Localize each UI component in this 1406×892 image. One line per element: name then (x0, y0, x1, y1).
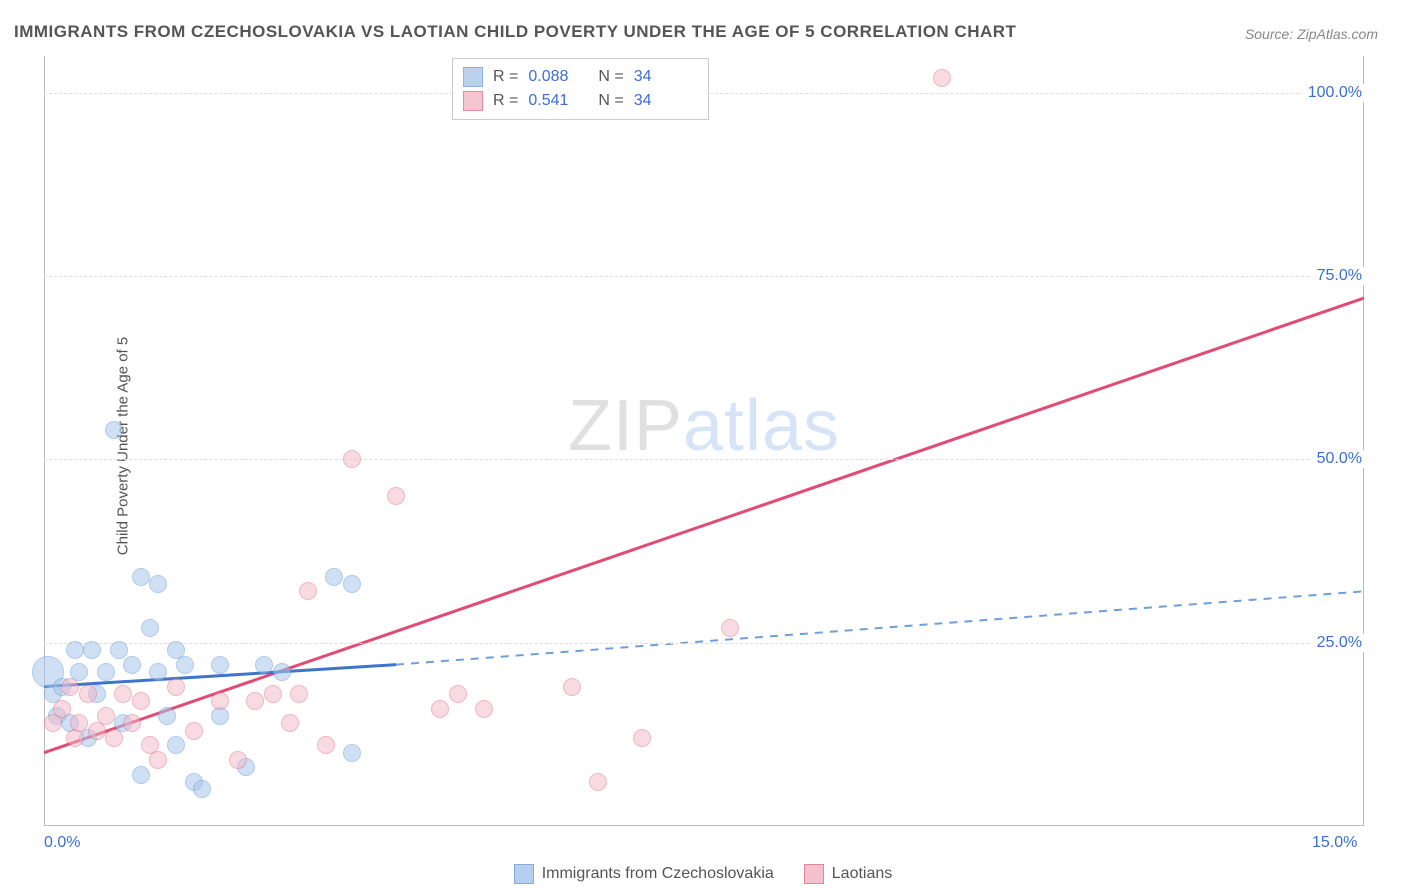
watermark-zip: ZIP (568, 386, 683, 466)
scatter-point (589, 773, 607, 791)
watermark: ZIPatlas (568, 385, 840, 467)
scatter-point (721, 619, 739, 637)
legend-swatch (514, 864, 534, 884)
scatter-point (132, 766, 150, 784)
scatter-point (79, 685, 97, 703)
correlation-legend: R = 0.088 N = 34 R = 0.541 N = 34 (452, 58, 709, 120)
series-legend: Immigrants from Czechoslovakia Laotians (0, 864, 1406, 884)
scatter-point (70, 714, 88, 732)
scatter-point (132, 568, 150, 586)
scatter-point (933, 69, 951, 87)
scatter-point (563, 678, 581, 696)
gridline (44, 276, 1364, 277)
scatter-point (246, 692, 264, 710)
scatter-point (149, 751, 167, 769)
scatter-point (114, 685, 132, 703)
series-legend-label: Immigrants from Czechoslovakia (542, 865, 774, 882)
legend-r-label: R = (493, 68, 518, 86)
legend-n-label: N = (598, 68, 623, 86)
y-tick-label: 25.0% (1311, 634, 1368, 652)
scatter-point (105, 421, 123, 439)
scatter-point (158, 707, 176, 725)
scatter-point (475, 700, 493, 718)
y-tick-label: 100.0% (1302, 84, 1368, 102)
x-axis-line (44, 825, 1364, 826)
scatter-point (449, 685, 467, 703)
legend-n-value: 34 (634, 92, 694, 110)
legend-r-label: R = (493, 92, 518, 110)
scatter-point (66, 641, 84, 659)
scatter-point (110, 641, 128, 659)
scatter-point (123, 656, 141, 674)
scatter-point (299, 582, 317, 600)
series-legend-item: Immigrants from Czechoslovakia (514, 864, 774, 884)
watermark-atlas: atlas (683, 386, 840, 466)
legend-swatch (463, 91, 483, 111)
scatter-point (281, 714, 299, 732)
gridline (44, 643, 1364, 644)
scatter-point (185, 722, 203, 740)
chart-title: IMMIGRANTS FROM CZECHOSLOVAKIA VS LAOTIA… (14, 22, 1016, 42)
scatter-point (325, 568, 343, 586)
legend-r-value: 0.541 (528, 92, 588, 110)
scatter-point (211, 656, 229, 674)
y-tick-label: 75.0% (1311, 267, 1368, 285)
plot-area: ZIPatlas 25.0%50.0%75.0%100.0%0.0%15.0% (44, 56, 1364, 826)
series-legend-label: Laotians (832, 865, 893, 882)
legend-swatch (804, 864, 824, 884)
scatter-point (83, 641, 101, 659)
scatter-point (141, 619, 159, 637)
scatter-point (317, 736, 335, 754)
legend-swatch (463, 67, 483, 87)
scatter-point (167, 736, 185, 754)
scatter-point (290, 685, 308, 703)
x-tick-label: 0.0% (44, 834, 80, 852)
legend-n-label: N = (598, 92, 623, 110)
scatter-point (255, 656, 273, 674)
scatter-point (229, 751, 247, 769)
scatter-point (273, 663, 291, 681)
scatter-point (211, 692, 229, 710)
scatter-point (132, 692, 150, 710)
source-label: Source: ZipAtlas.com (1245, 26, 1378, 42)
scatter-point (264, 685, 282, 703)
legend-n-value: 34 (634, 68, 694, 86)
y-axis-line-right (1363, 56, 1364, 826)
scatter-point (97, 663, 115, 681)
scatter-point (105, 729, 123, 747)
y-axis-line (44, 56, 45, 826)
scatter-point (167, 678, 185, 696)
correlation-legend-row: R = 0.541 N = 34 (463, 89, 694, 113)
scatter-point (387, 487, 405, 505)
x-tick-label: 15.0% (1312, 834, 1357, 852)
scatter-point (431, 700, 449, 718)
series-legend-item: Laotians (804, 864, 893, 884)
scatter-point (123, 714, 141, 732)
gridline (44, 459, 1364, 460)
scatter-point (149, 575, 167, 593)
scatter-point (97, 707, 115, 725)
y-tick-label: 50.0% (1311, 450, 1368, 468)
scatter-point (343, 575, 361, 593)
scatter-point (193, 780, 211, 798)
legend-r-value: 0.088 (528, 68, 588, 86)
scatter-point (633, 729, 651, 747)
scatter-point (53, 700, 71, 718)
trend-lines (44, 56, 1364, 826)
scatter-point (149, 663, 167, 681)
scatter-point (343, 744, 361, 762)
scatter-point (343, 450, 361, 468)
correlation-legend-row: R = 0.088 N = 34 (463, 65, 694, 89)
scatter-point (61, 678, 79, 696)
scatter-point (176, 656, 194, 674)
